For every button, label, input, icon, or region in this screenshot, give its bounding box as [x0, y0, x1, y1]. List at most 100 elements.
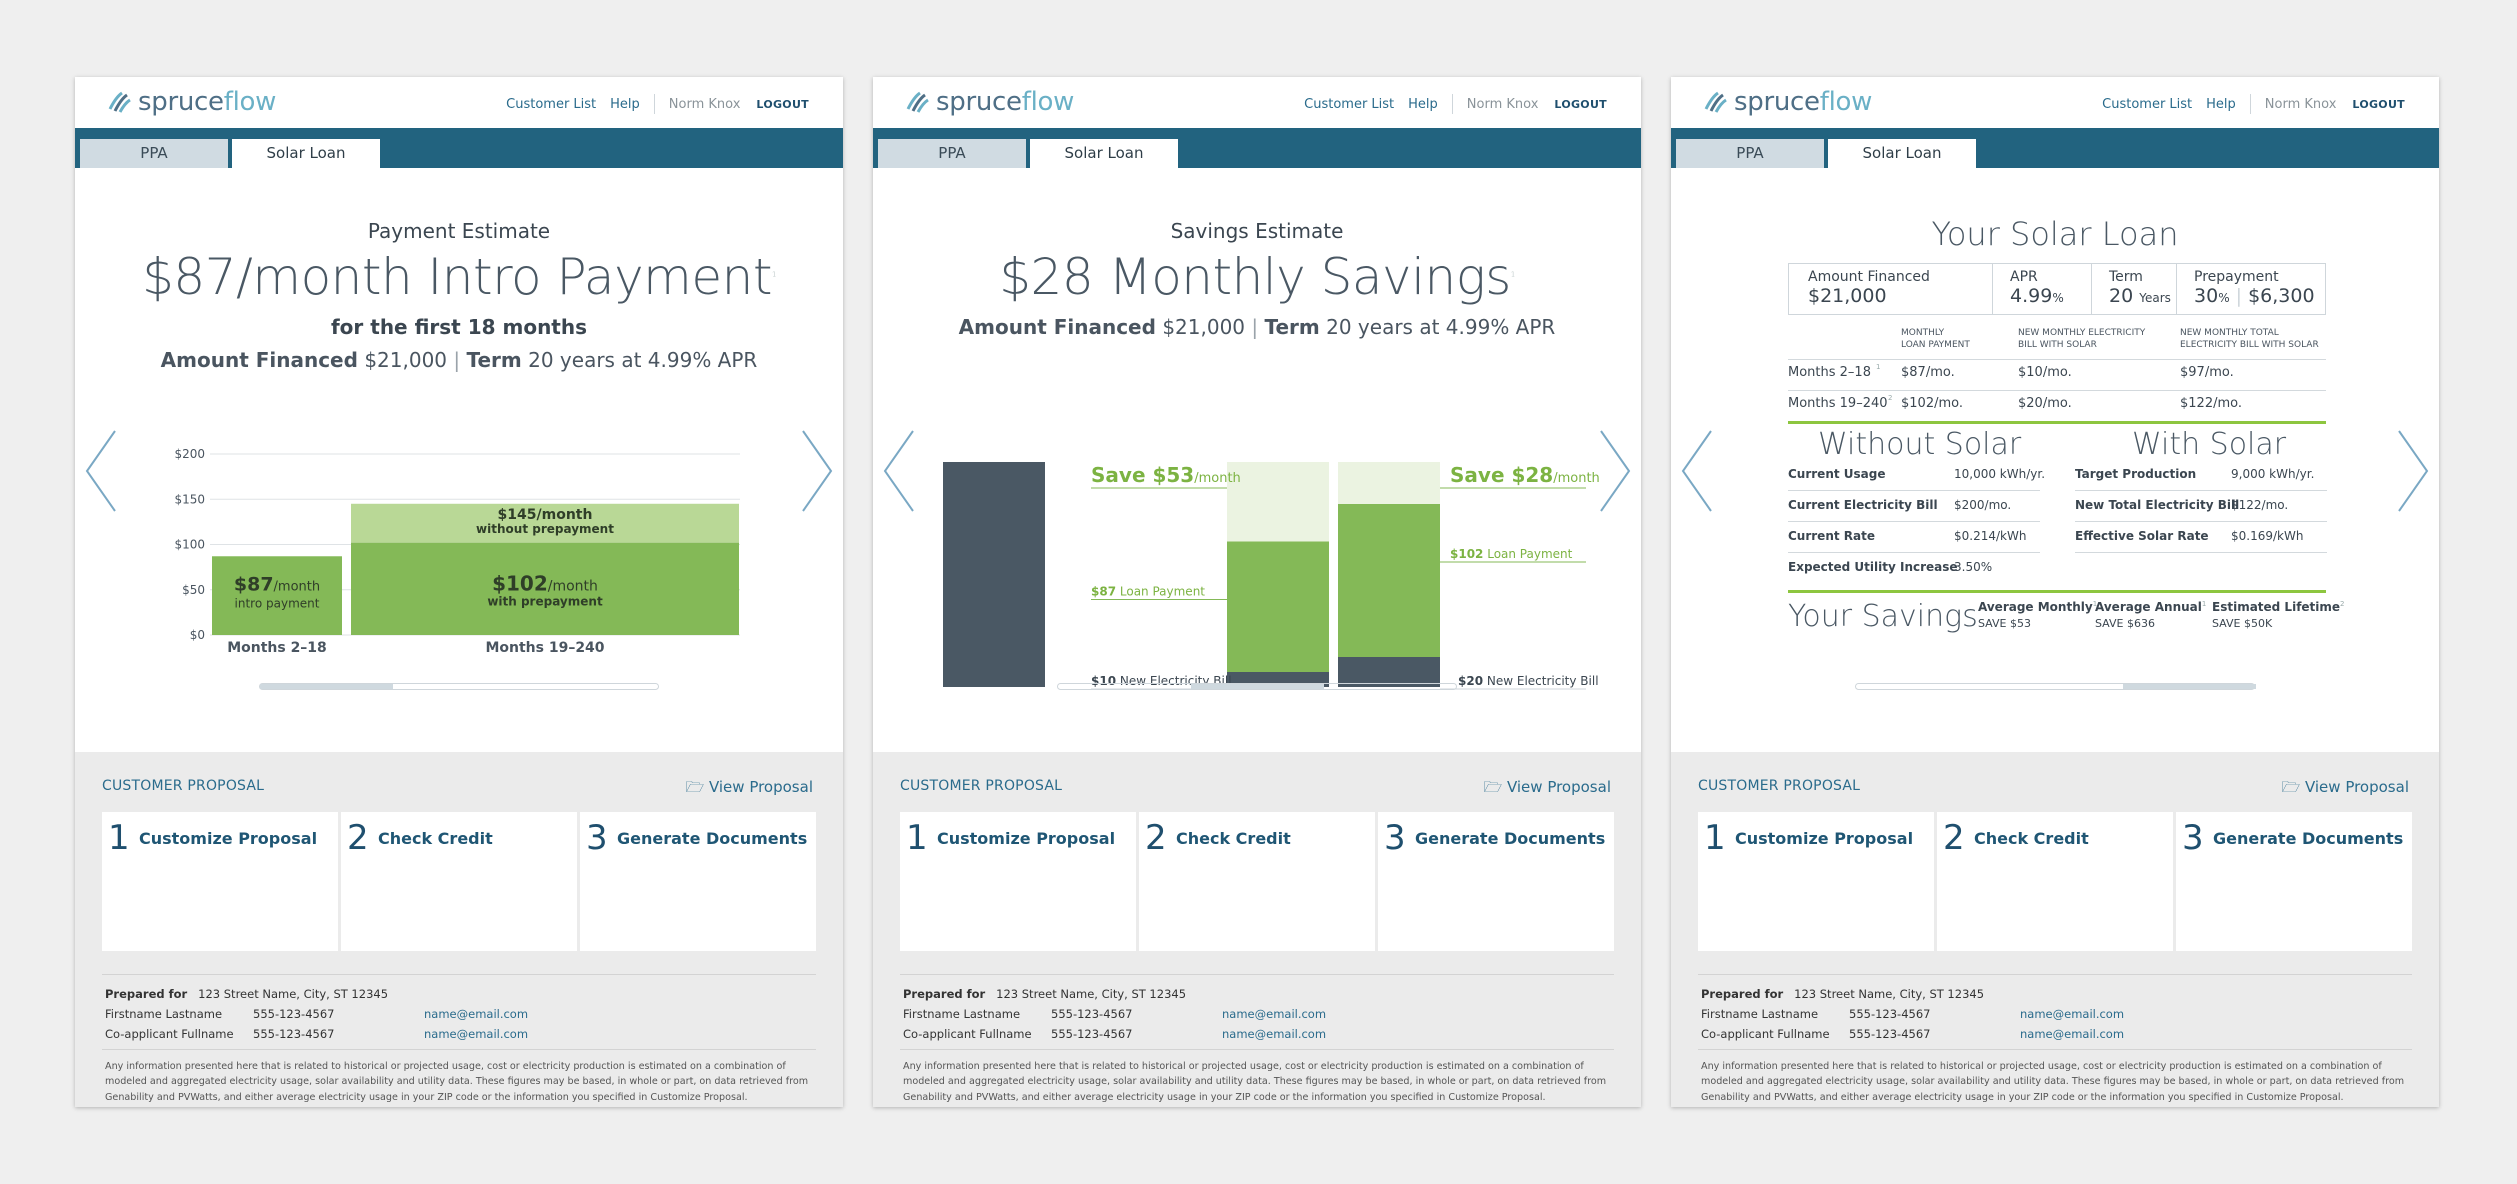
tab-solar-loan[interactable]: Solar Loan: [1828, 139, 1976, 168]
next-arrow-icon[interactable]: [2395, 429, 2431, 513]
bar-months-19-240: [351, 542, 739, 635]
carousel-pager[interactable]: [259, 683, 659, 690]
bar-savings-area: [1227, 462, 1329, 542]
coapplicant-email-link[interactable]: name@email.com: [424, 1027, 529, 1041]
tab-bar: PPA Solar Loan: [1671, 128, 2439, 168]
step-customize-proposal[interactable]: 1 Customize Proposal: [900, 812, 1136, 951]
footnote-mark: 1: [771, 270, 776, 279]
tab-solar-loan[interactable]: Solar Loan: [1030, 139, 1178, 168]
coapplicant-email-link[interactable]: name@email.com: [2020, 1027, 2125, 1041]
customer-proposal-section: CUSTOMER PROPOSAL 🗁 View Proposal 1 Custo…: [873, 752, 1641, 1107]
applicant-name: Firstname Lastname: [105, 1007, 223, 1021]
step-customize-proposal[interactable]: 1 Customize Proposal: [102, 812, 338, 951]
payment-subtitle: for the first 18 months: [330, 315, 588, 339]
step-generate-documents[interactable]: 3 Generate Documents: [580, 812, 816, 951]
step-check-credit[interactable]: 2 Check Credit: [1139, 812, 1375, 951]
step-generate-documents[interactable]: 3 Generate Documents: [1378, 812, 1614, 951]
applicant-email-link[interactable]: name@email.com: [2020, 1007, 2125, 1021]
footnote-mark: 1: [1510, 270, 1515, 279]
savings-label: Average Annual: [2095, 600, 2202, 614]
user-name: Norm Knox: [668, 96, 741, 112]
save-label: Save $53/month: [1091, 463, 1241, 487]
previous-arrow-icon[interactable]: [1679, 429, 1715, 513]
step-label: Check Credit: [1974, 829, 2089, 848]
disclaimer: Any information presented here that is r…: [1701, 1061, 2405, 1103]
amount-financed-label: Amount Financed: [160, 348, 358, 372]
x-category-label: Months 19–240: [485, 640, 604, 656]
customer-proposal-title: CUSTOMER PROPOSAL: [1698, 778, 1861, 794]
next-arrow-icon[interactable]: [799, 429, 835, 513]
next-arrow-icon[interactable]: [1597, 429, 1633, 513]
applicant-email-link[interactable]: name@email.com: [1222, 1007, 1327, 1021]
bar-current-electricity-bill: [943, 462, 1045, 687]
logo[interactable]: spruce flow: [108, 86, 276, 118]
previous-arrow-icon[interactable]: [881, 429, 917, 513]
stat-rule: [2075, 521, 2327, 522]
logo[interactable]: spruce flow: [906, 86, 1074, 118]
summary-apr: APR 4.99%: [1993, 264, 2092, 314]
spruceflow-logo-icon: [108, 91, 131, 113]
view-proposal-link[interactable]: 🗁 View Proposal: [1484, 777, 1611, 802]
step-check-credit[interactable]: 2 Check Credit: [341, 812, 577, 951]
step-number: 3: [2182, 818, 2204, 858]
divider: [1698, 974, 2412, 975]
step-customize-proposal[interactable]: 1 Customize Proposal: [1698, 812, 1934, 951]
savings-headline-text: $28 Monthly Savings: [999, 248, 1511, 306]
view-proposal-link[interactable]: 🗁 View Proposal: [686, 777, 813, 802]
nav-help-link[interactable]: Help: [1408, 96, 1438, 112]
table-row: Months 2–18 1 $87/mo. $10/mo. $97/mo.: [1788, 363, 2234, 380]
top-nav: Customer List Help Norm Knox LOGOUT: [2088, 94, 2405, 114]
view-proposal-link[interactable]: 🗁 View Proposal: [2282, 777, 2409, 802]
divider: [1698, 1049, 2412, 1050]
carousel-pager[interactable]: [1057, 683, 1457, 690]
logo[interactable]: spruce flow: [1704, 86, 1872, 118]
applicant-email-link[interactable]: name@email.com: [424, 1007, 529, 1021]
coapplicant-name: Co-applicant Fullname: [1701, 1027, 1830, 1041]
logout-link[interactable]: LOGOUT: [1554, 97, 1607, 111]
term-label: Term: [1264, 315, 1320, 339]
disclaimer: Any information presented here that is r…: [105, 1061, 809, 1103]
carousel-pager[interactable]: [1855, 683, 2256, 690]
step-generate-documents[interactable]: 3 Generate Documents: [2176, 812, 2412, 951]
user-name: Norm Knox: [1466, 96, 1539, 112]
step-check-credit[interactable]: 2 Check Credit: [1937, 812, 2173, 951]
step-label: Customize Proposal: [1735, 829, 1914, 848]
summary-term: Term 20 Years: [2092, 264, 2177, 314]
applicant-name: Firstname Lastname: [903, 1007, 1021, 1021]
divider: [102, 1049, 816, 1050]
step-label: Customize Proposal: [937, 829, 1116, 848]
term-value: 20 years at 4.99% APR: [1326, 315, 1556, 339]
applicant-phone: 555-123-4567: [253, 1007, 335, 1021]
tab-solar-loan[interactable]: Solar Loan: [232, 139, 380, 168]
nav-help-link[interactable]: Help: [610, 96, 640, 112]
nav-customer-list-link[interactable]: Customer List: [506, 96, 597, 112]
nav-customer-list-link[interactable]: Customer List: [1304, 96, 1395, 112]
tab-ppa[interactable]: PPA: [1676, 139, 1824, 168]
nav-customer-list-link[interactable]: Customer List: [2102, 96, 2193, 112]
without-solar-title: Without Solar: [1818, 427, 2022, 462]
nav-help-link[interactable]: Help: [2206, 96, 2236, 112]
loan-payment-label: $102 Loan Payment: [1450, 547, 1573, 561]
savings-estimated-lifetime: Estimated Lifetime2 SAVE $50K: [2212, 600, 2345, 630]
folder-icon: 🗁: [1483, 778, 1503, 796]
tab-ppa[interactable]: PPA: [80, 139, 228, 168]
prepared-for-label: Prepared for: [1701, 987, 1784, 1001]
your-savings-title: Your Savings: [1788, 599, 1978, 634]
logout-link[interactable]: LOGOUT: [2352, 97, 2405, 111]
savings-value: SAVE $53: [1978, 617, 2031, 630]
logout-link[interactable]: LOGOUT: [756, 97, 809, 111]
coapplicant-email-link[interactable]: name@email.com: [1222, 1027, 1327, 1041]
bar-label-sub: intro payment: [235, 596, 320, 610]
stat-label: Current Usage: [1788, 467, 1886, 481]
previous-arrow-icon[interactable]: [83, 429, 119, 513]
bar-loan-payment: [1338, 504, 1440, 657]
stat-rule: [1788, 552, 2040, 553]
tab-ppa[interactable]: PPA: [878, 139, 1026, 168]
stat-label: Current Rate: [1788, 529, 1875, 543]
y-tick-label: $150: [174, 492, 205, 506]
stat-value: 10,000 kWh/yr.: [1954, 467, 2046, 481]
logo-text-spruce: spruce: [138, 87, 224, 117]
savings-label: Estimated Lifetime: [2212, 600, 2341, 614]
divider: [102, 974, 816, 975]
with-solar-title: With Solar: [2132, 427, 2287, 462]
